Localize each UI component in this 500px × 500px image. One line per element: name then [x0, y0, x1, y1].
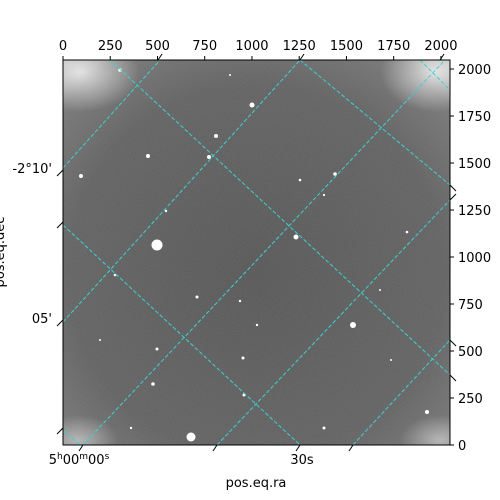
y-tick-label: 250: [458, 392, 483, 407]
star: [298, 178, 302, 182]
grid-line: [216, 199, 450, 445]
grid-line: [63, 429, 81, 445]
plot-frame: [62, 59, 451, 446]
ra-tick-label-1: 30s: [290, 453, 314, 468]
star: [293, 234, 299, 240]
y-tick-label: 2000: [458, 63, 491, 78]
sky-image: [63, 60, 450, 445]
y-tick-label: 1250: [458, 204, 491, 219]
dec-tick-label-0: -2°10': [12, 162, 52, 177]
star: [322, 193, 326, 197]
star: [129, 426, 133, 430]
star: [249, 102, 255, 108]
y-tick-label: 0: [458, 439, 466, 454]
star: [186, 432, 196, 442]
x-tick-label: 1750: [377, 39, 410, 54]
coordinate-grid: [63, 60, 450, 445]
star: [207, 155, 211, 159]
x-pixel-ticks: 0 250 500 750 1000 1250 1500 1750 2000: [59, 39, 457, 60]
star: [238, 299, 242, 303]
star: [379, 289, 381, 291]
world-ticks: [56, 53, 457, 452]
star: [146, 154, 150, 158]
y-tick-label: 1000: [458, 251, 491, 266]
x-tick-label: 1250: [283, 39, 316, 54]
x-axis-title: pos.eq.ra: [226, 476, 287, 491]
grid-line: [82, 60, 446, 445]
star: [350, 322, 356, 328]
star: [390, 359, 392, 361]
star: [214, 134, 218, 138]
star: [425, 410, 429, 414]
star: [333, 172, 337, 176]
grid-line: [63, 60, 161, 169]
star: [322, 426, 326, 430]
grid-line: [63, 60, 301, 323]
y-tick-label: 750: [458, 298, 483, 313]
star: [405, 230, 409, 234]
star: [229, 74, 231, 76]
star: [255, 323, 259, 327]
grid-line: [109, 60, 450, 376]
x-tick-label: 250: [98, 39, 123, 54]
dec-tick-label-1: 05': [32, 312, 52, 327]
x-tick-label: 750: [192, 39, 217, 54]
grid-line: [419, 60, 450, 91]
y-tick-label: 500: [458, 345, 483, 360]
y-axis-title: pos.eq.dec: [0, 217, 8, 288]
x-tick-label: 0: [59, 39, 67, 54]
y-tick-label: 1500: [458, 157, 491, 172]
star: [151, 382, 155, 386]
x-tick-label: 1500: [330, 39, 363, 54]
star: [195, 295, 199, 299]
star: [99, 339, 101, 341]
y-pixel-ticks: 0 250 500 750 1000 1250 1500 1750 2000: [450, 63, 491, 454]
ra-tick-label-0: 5h00m00s: [49, 452, 110, 468]
star: [79, 174, 83, 178]
x-tick-label: 1000: [235, 39, 268, 54]
x-tick-label: 2000: [424, 39, 457, 54]
star: [155, 347, 159, 351]
star: [151, 239, 163, 251]
grid-line: [299, 60, 450, 186]
x-tick-label: 500: [145, 39, 170, 54]
star: [164, 209, 168, 213]
star: [241, 356, 245, 360]
y-tick-label: 1750: [458, 110, 491, 125]
